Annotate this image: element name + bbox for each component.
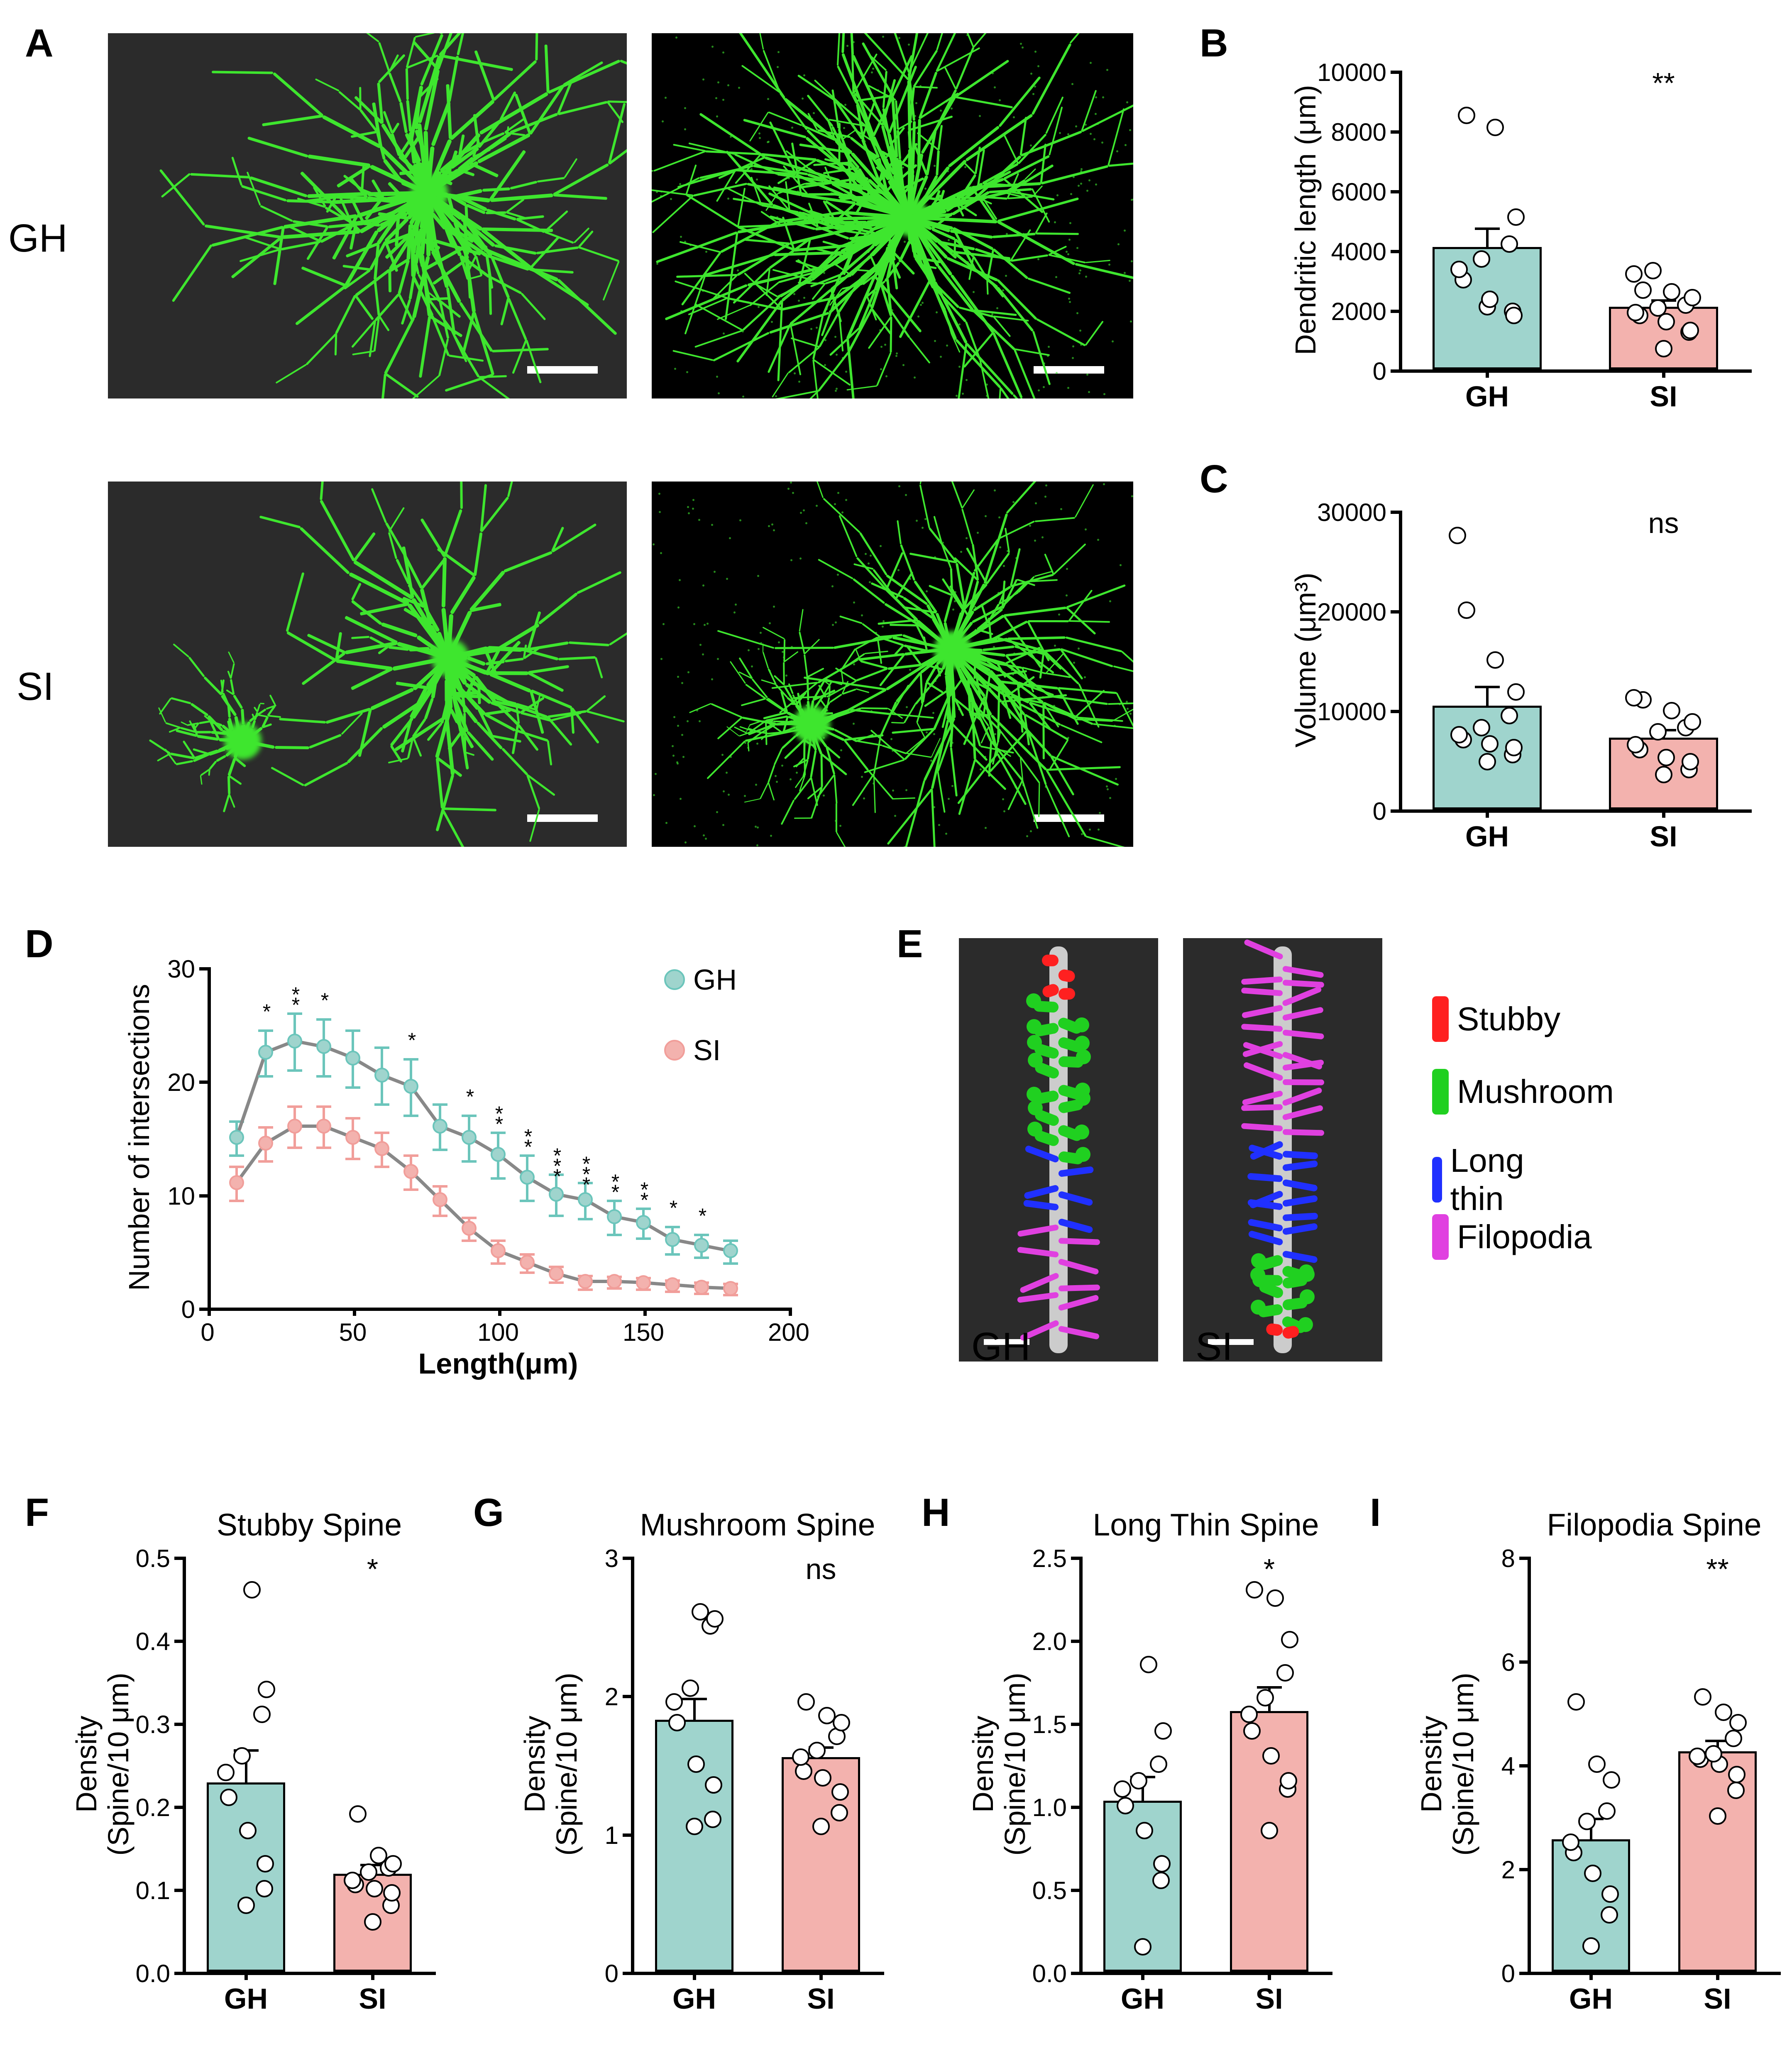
panel-h-label: H	[922, 1490, 950, 1535]
spine-legend-mushroom: Mushroom	[1432, 1069, 1614, 1115]
panel-d-label: D	[25, 922, 54, 967]
panel-b-label: B	[1200, 21, 1228, 66]
row-label-gh: GH	[8, 216, 68, 261]
chart-stubby: 0.00.10.20.30.40.5Density(Spine/10 μm)St…	[62, 1507, 448, 2017]
chart-mushroom: 0123Density(Spine/10 μm)Mushroom SpineGH…	[511, 1507, 897, 2017]
panel-e-label: E	[897, 922, 923, 967]
panel-i-label: I	[1370, 1490, 1381, 1535]
spine-image-gh	[959, 938, 1158, 1362]
spine-label-gh: GH	[971, 1324, 1031, 1369]
chart-volume: 0100002000030000Volume (μm³)GHSIns	[1266, 482, 1764, 855]
panel-a-label: A	[25, 21, 54, 66]
micrograph-si-3d	[108, 482, 627, 847]
chart-longthin: 0.00.51.01.52.02.5Density(Spine/10 μm)Lo…	[959, 1507, 1345, 2017]
chart-filopodia: 02468Density(Spine/10 μm)Filopodia Spine…	[1407, 1507, 1792, 2017]
spine-legend-filopodia: Filopodia	[1432, 1214, 1592, 1260]
micrograph-gh-3d	[108, 33, 627, 398]
panel-f-label: F	[25, 1490, 49, 1535]
chart-sholl: 0102030050100150200Number of intersectio…	[100, 942, 805, 1378]
spine-legend-long-thin: Long thin	[1432, 1142, 1531, 1218]
micrograph-gh-raw	[652, 33, 1133, 398]
spine-legend-stubby: Stubby	[1432, 996, 1560, 1042]
spine-label-si: SI	[1195, 1324, 1233, 1369]
panel-g-label: G	[473, 1490, 504, 1535]
micrograph-si-raw	[652, 482, 1133, 847]
row-label-si: SI	[17, 664, 54, 709]
panel-c-label: C	[1200, 457, 1228, 502]
spine-image-si	[1183, 938, 1382, 1362]
chart-dendritic-length: 0200040006000800010000Dendritic length (…	[1266, 42, 1764, 415]
